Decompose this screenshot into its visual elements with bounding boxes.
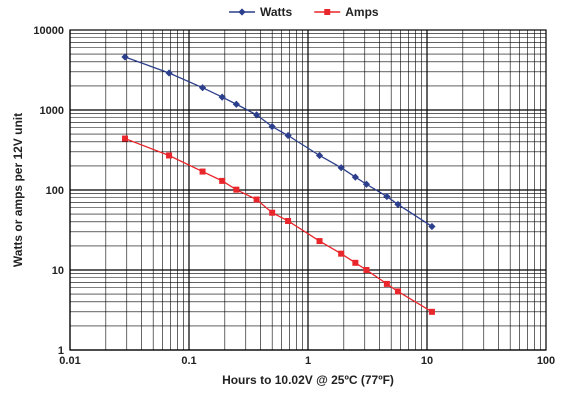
y-axis-title: Watts or amps per 12V unit bbox=[11, 113, 25, 267]
y-tick-label: 100 bbox=[46, 185, 64, 197]
amps-point bbox=[233, 186, 240, 193]
watts-point bbox=[383, 192, 391, 201]
grid bbox=[69, 30, 546, 351]
amps-point bbox=[394, 288, 401, 295]
watts-point bbox=[268, 123, 276, 131]
amps-point bbox=[383, 280, 390, 287]
watts-point bbox=[165, 69, 173, 77]
series-lines bbox=[121, 53, 436, 315]
legend-item-amps: Amps bbox=[314, 5, 379, 19]
series-amps bbox=[122, 135, 435, 315]
watts-point bbox=[284, 131, 292, 140]
amps-point bbox=[338, 250, 345, 257]
amps-point bbox=[253, 196, 260, 203]
y-tick-label: 1000 bbox=[40, 105, 64, 117]
watts-point bbox=[362, 180, 371, 188]
amps-point bbox=[166, 152, 173, 159]
watts-point bbox=[253, 111, 261, 119]
y-tick-label: 1 bbox=[58, 345, 64, 357]
watts-point bbox=[315, 151, 324, 160]
watts-point bbox=[337, 164, 345, 172]
legend-swatch-marker bbox=[324, 9, 331, 15]
legend: Watts Amps bbox=[229, 5, 379, 19]
amps-point bbox=[352, 259, 359, 266]
watts-point bbox=[394, 200, 402, 209]
watts-point bbox=[351, 173, 359, 181]
amps-point bbox=[199, 168, 206, 175]
watts-point bbox=[198, 84, 207, 92]
x-axis-title: Hours to 10.02V @ 25ºC (77ºF) bbox=[222, 373, 394, 387]
watts-point bbox=[232, 100, 240, 108]
x-tick-label: 0.1 bbox=[181, 355, 196, 367]
plot-frame bbox=[69, 29, 547, 351]
amps-point bbox=[285, 217, 292, 224]
legend-swatch-marker bbox=[238, 8, 246, 16]
x-tick-label: 100 bbox=[537, 355, 555, 367]
y-tick-label: 10 bbox=[52, 265, 64, 277]
watts-point bbox=[121, 53, 129, 61]
watts-point bbox=[218, 93, 226, 101]
amps-point bbox=[219, 177, 226, 184]
series-watts bbox=[121, 53, 436, 231]
x-tick-label: 0.01 bbox=[59, 355, 80, 367]
amps-point bbox=[316, 238, 323, 245]
x-tick-label: 1 bbox=[305, 355, 311, 367]
amps-point bbox=[269, 209, 276, 216]
amps-point bbox=[363, 267, 370, 273]
x-tick-label: 10 bbox=[421, 355, 433, 367]
amps-point bbox=[428, 308, 435, 315]
legend-label-watts: Watts bbox=[260, 5, 293, 19]
legend-item-watts: Watts bbox=[229, 5, 293, 19]
watts-point bbox=[428, 222, 436, 231]
y-tick-label: 10000 bbox=[33, 25, 64, 37]
amps-point bbox=[122, 135, 129, 142]
tick-labels: 0.01 0.1 1 10 100 1 10 100 1000 10000 bbox=[33, 25, 555, 367]
legend-label-amps: Amps bbox=[345, 5, 379, 19]
